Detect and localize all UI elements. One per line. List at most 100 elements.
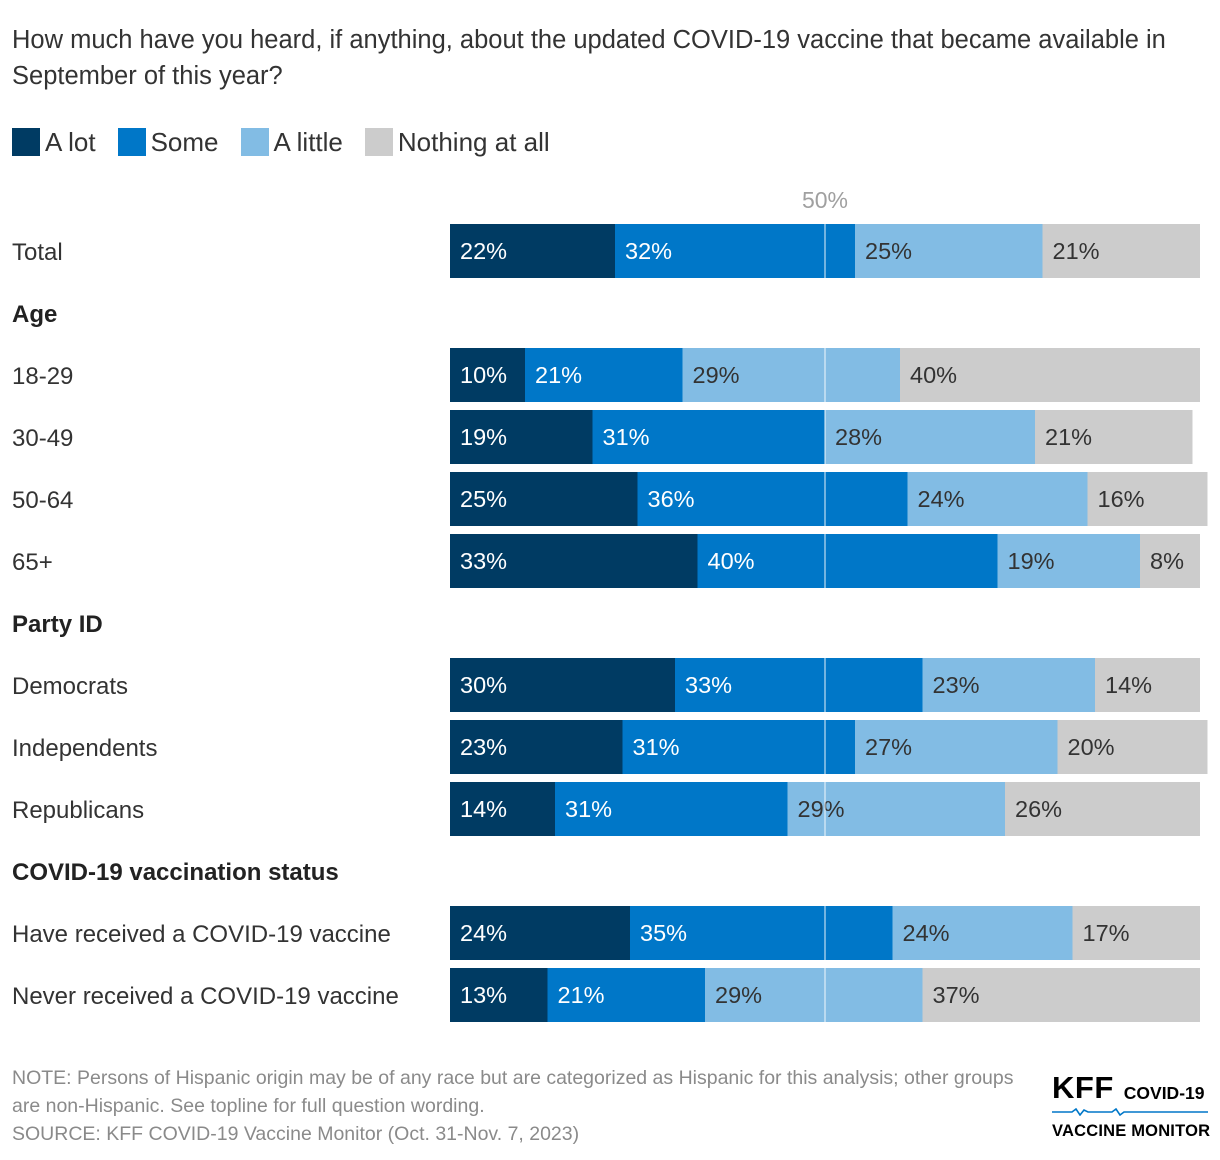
bar-republicans-some [555, 782, 788, 836]
row-label-50-64: 50-64 [12, 487, 73, 514]
bar-50-64-a-lot [450, 472, 638, 526]
value-label-65-a-lot: 33% [460, 548, 507, 574]
value-label-30-49-a-little: 28% [835, 424, 882, 450]
value-label-have-received-a-covid-19-vaccine-nothing-at-all: 17% [1083, 920, 1130, 946]
value-label-65-a-little: 19% [1008, 548, 1055, 574]
value-label-have-received-a-covid-19-vaccine-a-little: 24% [903, 920, 950, 946]
footnotes: NOTE: Persons of Hispanic origin may be … [12, 1064, 1032, 1148]
bar-30-49-nothing-at-all [1035, 410, 1193, 464]
value-label-never-received-a-covid-19-vaccine-a-little: 29% [715, 982, 762, 1008]
value-label-total-a-little: 25% [865, 238, 912, 264]
heartbeat-line-icon [1052, 1107, 1208, 1117]
bar-have-received-a-covid-19-vaccine-some [630, 906, 893, 960]
note-text: NOTE: Persons of Hispanic origin may be … [12, 1067, 1014, 1117]
bar-30-49-some [592, 410, 825, 464]
bar-have-received-a-covid-19-vaccine-nothing-at-all [1072, 906, 1200, 960]
bar-65-a-lot [450, 534, 698, 588]
value-label-18-29-some: 21% [535, 362, 582, 388]
value-label-independents-nothing-at-all: 20% [1068, 734, 1115, 760]
bar-total-a-lot [450, 224, 615, 278]
bar-independents-a-lot [450, 720, 623, 774]
bar-30-49-a-little [825, 410, 1035, 464]
value-label-never-received-a-covid-19-vaccine-some: 21% [558, 982, 605, 1008]
value-label-independents-some: 31% [633, 734, 680, 760]
value-label-democrats-nothing-at-all: 14% [1105, 672, 1152, 698]
bar-never-received-a-covid-19-vaccine-a-little [705, 968, 923, 1022]
bar-never-received-a-covid-19-vaccine-nothing-at-all [922, 968, 1200, 1022]
logo-kff: KFF [1052, 1070, 1114, 1105]
bar-democrats-nothing-at-all [1095, 658, 1200, 712]
group-label-age: Age [12, 301, 57, 328]
group-label-party-id: Party ID [12, 611, 103, 638]
legend-swatch-some [117, 128, 146, 156]
value-label-have-received-a-covid-19-vaccine-a-lot: 24% [460, 920, 507, 946]
row-label-18-29: 18-29 [12, 363, 73, 390]
value-label-30-49-a-lot: 19% [460, 424, 507, 450]
bar-50-64-a-little [907, 472, 1088, 526]
bar-never-received-a-covid-19-vaccine-some [547, 968, 705, 1022]
bar-independents-a-little [855, 720, 1058, 774]
bar-independents-nothing-at-all [1057, 720, 1208, 774]
legend-item-a-lot: A lot [12, 127, 96, 158]
bar-republicans-nothing-at-all [1005, 782, 1200, 836]
value-label-total-a-lot: 22% [460, 238, 507, 264]
value-label-republicans-a-lot: 14% [460, 796, 507, 822]
bar-never-received-a-covid-19-vaccine-a-lot [450, 968, 548, 1022]
value-label-have-received-a-covid-19-vaccine-some: 35% [640, 920, 687, 946]
value-label-18-29-a-lot: 10% [460, 362, 507, 388]
row-label-republicans: Republicans [12, 797, 144, 824]
logo-covid: COVID-19 [1123, 1083, 1205, 1103]
bar-30-49-a-lot [450, 410, 593, 464]
group-label-covid-19-vaccination-status: COVID-19 vaccination status [12, 859, 339, 886]
legend: A lot Some A little Nothing at all [12, 126, 572, 158]
value-label-republicans-nothing-at-all: 26% [1015, 796, 1062, 822]
bar-democrats-some [675, 658, 923, 712]
row-label-65: 65+ [12, 549, 53, 576]
value-label-democrats-a-little: 23% [933, 672, 980, 698]
bar-65-some [697, 534, 998, 588]
source-text: SOURCE: KFF COVID-19 Vaccine Monitor (Oc… [12, 1123, 580, 1145]
bar-have-received-a-covid-19-vaccine-a-little [892, 906, 1073, 960]
bar-total-a-little [855, 224, 1043, 278]
row-label-independents: Independents [12, 735, 157, 762]
value-label-total-nothing-at-all: 21% [1053, 238, 1100, 264]
legend-swatch-a-little [240, 128, 269, 156]
legend-label-nothing-at-all: Nothing at all [397, 126, 550, 157]
value-label-never-received-a-covid-19-vaccine-a-lot: 13% [460, 982, 507, 1008]
bar-65-nothing-at-all [1140, 534, 1200, 588]
value-label-50-64-nothing-at-all: 16% [1098, 486, 1145, 512]
bar-18-29-a-lot [450, 348, 525, 402]
bar-have-received-a-covid-19-vaccine-a-lot [450, 906, 630, 960]
legend-item-nothing-at-all: Nothing at all [364, 126, 550, 158]
bar-50-64-nothing-at-all [1087, 472, 1208, 526]
value-label-50-64-a-little: 24% [918, 486, 965, 512]
legend-label-a-little: A little [273, 126, 343, 157]
bar-18-29-a-little [682, 348, 900, 402]
bar-65-a-little [997, 534, 1140, 588]
value-label-independents-a-lot: 23% [460, 734, 507, 760]
value-label-republicans-some: 31% [565, 796, 612, 822]
bar-50-64-some [637, 472, 908, 526]
value-label-never-received-a-covid-19-vaccine-nothing-at-all: 37% [933, 982, 980, 1008]
legend-swatch-nothing-at-all [364, 128, 393, 156]
value-label-65-nothing-at-all: 8% [1150, 548, 1184, 574]
bar-total-some [615, 224, 855, 278]
legend-swatch-a-lot [12, 128, 40, 156]
value-label-independents-a-little: 27% [865, 734, 912, 760]
value-label-65-some: 40% [708, 548, 755, 574]
bar-total-nothing-at-all [1042, 224, 1200, 278]
value-label-30-49-nothing-at-all: 21% [1045, 424, 1092, 450]
legend-label-a-lot: A lot [45, 126, 96, 157]
value-label-republicans-a-little: 29% [798, 796, 845, 822]
legend-label-some: Some [150, 126, 219, 157]
row-label-democrats: Democrats [12, 673, 128, 700]
bar-democrats-a-little [922, 658, 1095, 712]
row-label-total: Total [12, 239, 63, 266]
reference-line-label: 50% [802, 187, 848, 213]
kff-logo: KFF COVID-19 VACCINE MONITOR [1052, 1072, 1212, 1141]
value-label-30-49-some: 31% [603, 424, 650, 450]
legend-item-a-little: A little [240, 126, 343, 158]
legend-item-some: Some [117, 126, 219, 158]
logo-vaccine-monitor: VACCINE MONITOR [1052, 1122, 1211, 1140]
bar-democrats-a-lot [450, 658, 675, 712]
